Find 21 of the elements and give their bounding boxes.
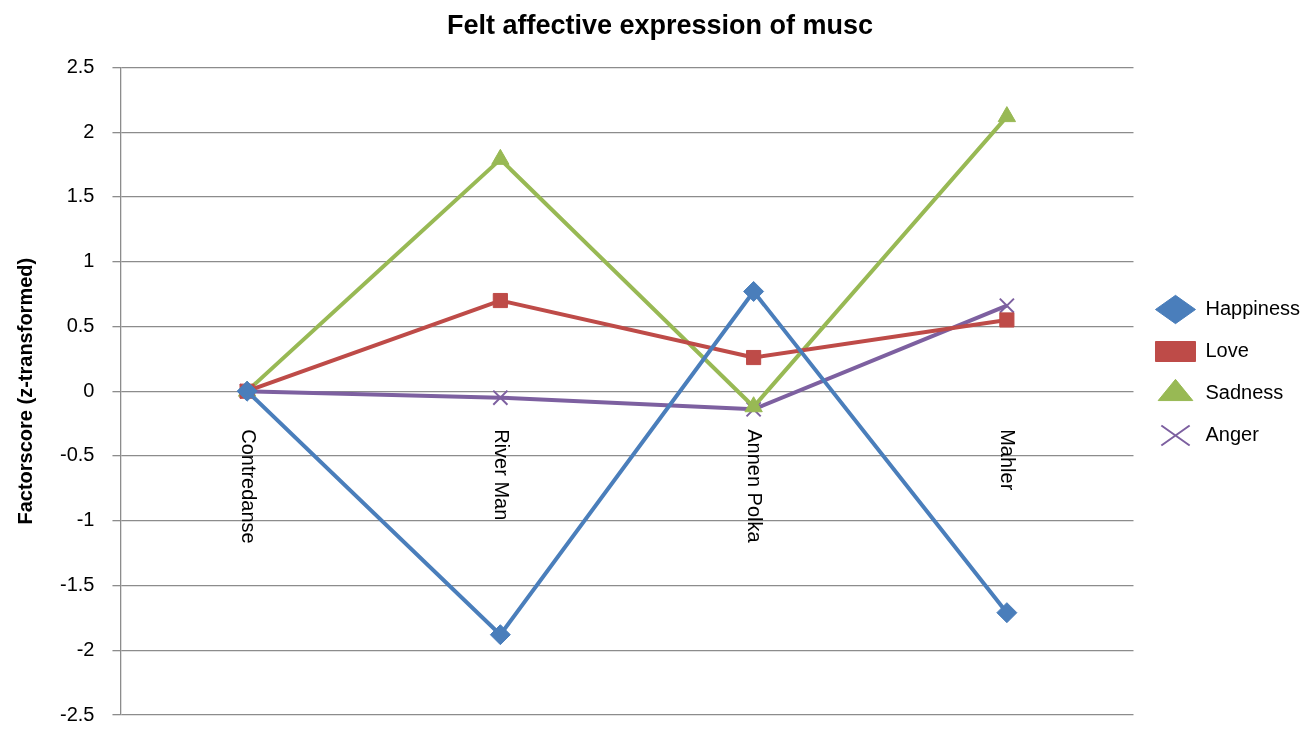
y-tick-label: 0.5 bbox=[66, 313, 95, 336]
x-tick-label: Contredanse bbox=[237, 429, 260, 544]
y-tick-label: 1.5 bbox=[66, 184, 95, 207]
x-tick-label: Annen Polka bbox=[744, 429, 767, 544]
y-tick-label: -1.5 bbox=[59, 573, 95, 595]
x-tick-label: Mahler bbox=[997, 429, 1020, 491]
y-tick-label: 2 bbox=[83, 119, 95, 142]
legend-label: Anger bbox=[1205, 423, 1260, 446]
y-tick-label: -2.5 bbox=[59, 702, 95, 725]
x-tick-label: River Man bbox=[490, 429, 513, 521]
y-axis-title: Factorscore (z-transformed) bbox=[13, 257, 36, 525]
y-tick-label: -2 bbox=[76, 637, 95, 660]
y-tick-label: -1 bbox=[76, 508, 95, 531]
y-tick-label: 2.5 bbox=[66, 54, 95, 77]
legend-label: Happiness bbox=[1205, 297, 1301, 320]
legend-label: Sadness bbox=[1205, 381, 1284, 404]
y-tick-label: 1 bbox=[83, 249, 95, 272]
y-tick-label: 0 bbox=[83, 378, 95, 401]
chart-title: Felt affective expression of musc bbox=[446, 9, 874, 40]
y-tick-label: -0.5 bbox=[59, 443, 95, 466]
legend-label: Love bbox=[1205, 339, 1249, 362]
